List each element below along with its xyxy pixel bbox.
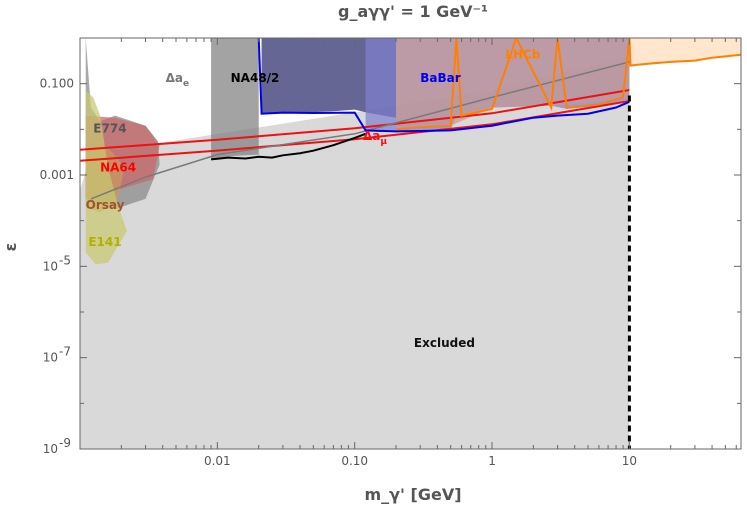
y-tick-label: 10 — [43, 259, 58, 273]
y-tick-label-exponent: -7 — [59, 345, 71, 359]
label-e141: E141 — [88, 235, 121, 249]
label-excluded: Excluded — [414, 336, 475, 350]
curve-lhcb — [395, 38, 741, 131]
x-tick-label: 0.10 — [341, 454, 368, 468]
y-axis-label: ε — [1, 243, 20, 252]
curve-a-e-boundary — [90, 61, 630, 200]
curve-a-upper — [80, 89, 630, 151]
label-e774: E774 — [93, 122, 126, 136]
region-a-e — [211, 38, 259, 160]
y-tick-label-exponent: -5 — [59, 253, 71, 267]
x-tick-label: 0.01 — [204, 454, 231, 468]
x-tick-label: 1 — [488, 454, 496, 468]
y-tick-label: 10 — [43, 442, 58, 456]
label-a-e: Δae — [166, 71, 190, 89]
region-na48-2 — [261, 38, 396, 118]
curve-babar — [257, 38, 630, 133]
y-tick-label: 0.100 — [40, 77, 74, 91]
region-lhcb — [629, 38, 741, 66]
label-lhcb: LHCb — [505, 47, 540, 61]
y-tick-label: 10 — [43, 351, 58, 365]
label-na64: NA64 — [100, 160, 136, 174]
y-tick-label-exponent: -9 — [59, 436, 71, 450]
x-tick-label: 10 — [622, 454, 637, 468]
chart-title: g_aγγ' = 1 GeV⁻¹ — [338, 2, 488, 21]
y-tick-label: 0.001 — [40, 168, 74, 182]
x-axis-label: m_γ' [GeV] — [364, 485, 461, 504]
label-babar: BaBar — [420, 71, 460, 85]
plot-frame — [79, 37, 742, 450]
region-e141 — [85, 90, 127, 265]
curve-na48-2 — [210, 132, 366, 161]
label-orsay: Orsay — [86, 198, 125, 212]
label-na48-2: NA48/2 — [231, 71, 280, 85]
